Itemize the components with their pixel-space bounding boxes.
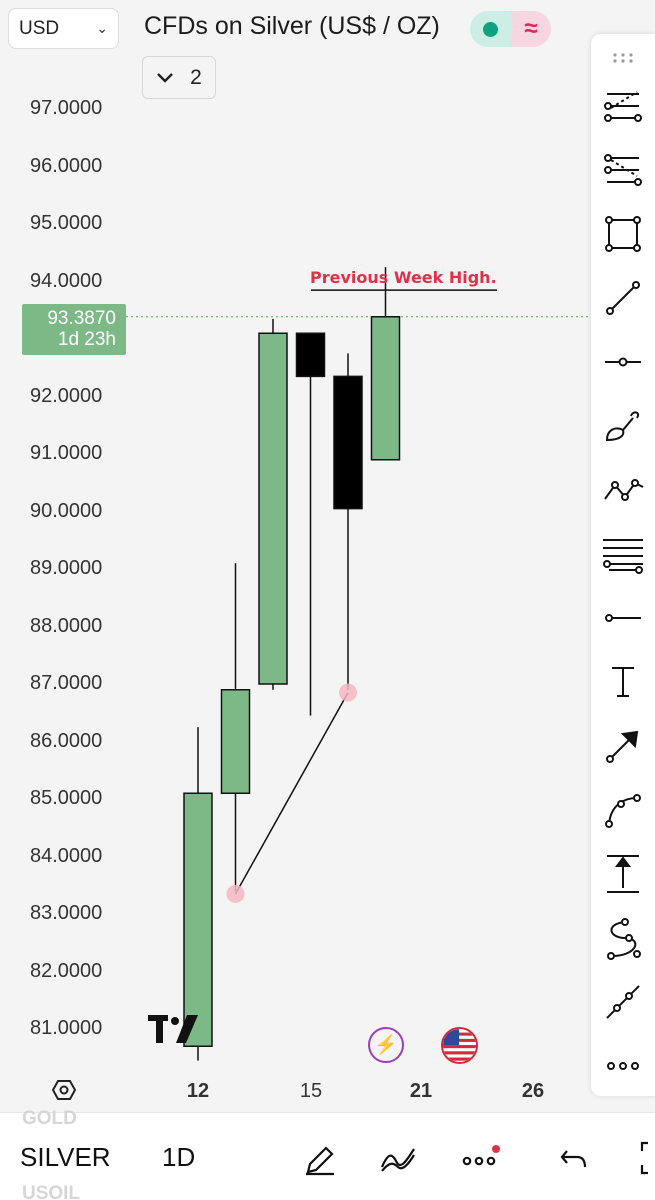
price-label: 96.0000 bbox=[30, 154, 103, 177]
price-label: 88.0000 bbox=[30, 614, 103, 637]
currency-select[interactable]: USD ⌄ bbox=[8, 8, 119, 49]
price-label: 85.0000 bbox=[30, 787, 103, 809]
price-label: 86.0000 bbox=[30, 729, 103, 752]
next-symbol[interactable]: USOIL bbox=[22, 1183, 81, 1200]
price-label: 87.0000 bbox=[30, 672, 103, 694]
chart-title: CFDs on Silver (US$ / OZ) bbox=[144, 12, 440, 40]
horizontal-ray-icon[interactable] bbox=[599, 594, 647, 642]
market-status-pill[interactable]: ≈ bbox=[470, 11, 551, 47]
pencil-icon[interactable] bbox=[298, 1136, 342, 1180]
candle-body bbox=[220, 689, 251, 794]
candle-body bbox=[295, 332, 326, 378]
indicators-icon[interactable] bbox=[376, 1136, 420, 1180]
approx-data-icon[interactable]: ≈ bbox=[511, 11, 551, 47]
price-label: 82.0000 bbox=[30, 959, 103, 982]
prev-symbol[interactable]: GOLD bbox=[22, 1108, 77, 1129]
trendline bbox=[234, 692, 349, 895]
price-label: 84.0000 bbox=[30, 844, 103, 867]
fib-retracement-icon[interactable] bbox=[599, 82, 647, 130]
price-range-icon[interactable] bbox=[599, 850, 647, 898]
price-label: 83.0000 bbox=[30, 902, 103, 924]
chart-canvas[interactable]: Previous Week High. bbox=[0, 0, 590, 1075]
drawing-toolbar bbox=[591, 34, 655, 1096]
rectangle-icon[interactable] bbox=[599, 210, 647, 258]
trendline-anchor bbox=[339, 683, 357, 702]
last-price-badge: 93.3870 1d 23h bbox=[22, 304, 126, 355]
extended-line-icon[interactable] bbox=[599, 978, 647, 1026]
price-label: 92.0000 bbox=[30, 384, 103, 407]
arrow-icon[interactable] bbox=[599, 722, 647, 770]
fib-extension-icon[interactable] bbox=[599, 146, 647, 194]
parallel-channel-icon[interactable] bbox=[599, 530, 647, 578]
price-label: 81.0000 bbox=[30, 1017, 103, 1039]
last-price-value: 93.3870 bbox=[47, 308, 116, 329]
price-label: 95.0000 bbox=[30, 212, 103, 234]
bar-countdown: 1d 23h bbox=[57, 329, 116, 350]
chevron-down-icon bbox=[157, 72, 174, 83]
symbol-selector[interactable]: SILVER bbox=[20, 1142, 111, 1172]
price-label: 90.0000 bbox=[30, 499, 103, 522]
chart-settings-icon[interactable] bbox=[52, 1078, 76, 1102]
price-label: 89.0000 bbox=[30, 557, 103, 579]
time-label: 26 bbox=[521, 1080, 545, 1102]
horizontal-line-icon[interactable] bbox=[599, 338, 647, 386]
trend-line-icon[interactable] bbox=[599, 274, 647, 322]
time-label: 15 bbox=[299, 1080, 323, 1102]
brush-icon[interactable] bbox=[599, 402, 647, 450]
us-flag-icon[interactable] bbox=[441, 1027, 478, 1064]
price-label: 91.0000 bbox=[30, 442, 103, 464]
polyline-icon[interactable] bbox=[599, 914, 647, 962]
grip-icon[interactable] bbox=[599, 34, 647, 82]
indicators-count: 2 bbox=[190, 65, 202, 89]
time-label: 21 bbox=[409, 1080, 433, 1102]
candle-body bbox=[183, 792, 213, 1047]
price-label: 97.0000 bbox=[30, 97, 103, 119]
tradingview-logo-icon[interactable] bbox=[146, 1012, 204, 1046]
interval-selector[interactable]: 1D bbox=[162, 1142, 196, 1172]
fullscreen-icon[interactable] bbox=[626, 1136, 655, 1180]
currency-value: USD bbox=[19, 17, 60, 39]
candle-body bbox=[258, 332, 288, 685]
previous-week-high-label: Previous Week High. bbox=[310, 268, 497, 287]
path-icon[interactable] bbox=[599, 466, 647, 514]
status-dot-icon bbox=[483, 21, 498, 37]
trendline-anchor bbox=[226, 884, 245, 903]
chevron-down-icon: ⌄ bbox=[96, 20, 108, 36]
time-label: 12 bbox=[186, 1080, 210, 1102]
price-label: 94.0000 bbox=[30, 269, 103, 292]
lightning-icon[interactable]: ⚡ bbox=[368, 1027, 404, 1063]
bottom-bar bbox=[0, 1112, 655, 1200]
curve-icon[interactable] bbox=[599, 786, 647, 834]
indicators-toggle-button[interactable]: 2 bbox=[142, 56, 216, 99]
candle-body bbox=[370, 315, 401, 461]
text-icon[interactable] bbox=[599, 658, 647, 706]
candle-body bbox=[333, 375, 363, 510]
market-open-indicator[interactable] bbox=[470, 11, 511, 47]
more-options-icon[interactable] bbox=[458, 1136, 502, 1180]
more-tools-icon[interactable] bbox=[599, 1042, 647, 1090]
undo-icon[interactable] bbox=[552, 1136, 596, 1180]
